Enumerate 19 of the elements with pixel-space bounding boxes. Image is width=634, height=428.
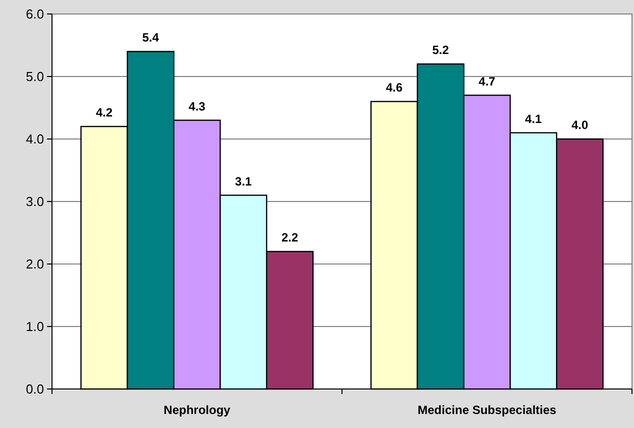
data-label: 5.4 xyxy=(142,30,160,44)
x-tick-label: Medicine Subspecialties xyxy=(418,403,557,417)
y-tick-label: 6.0 xyxy=(26,6,44,22)
y-tick-label: 0.0 xyxy=(26,382,44,397)
data-label: 2.2 xyxy=(281,230,298,244)
data-label: 4.0 xyxy=(571,118,588,132)
y-tick-label: 3.0 xyxy=(26,194,44,210)
data-label: 5.2 xyxy=(432,43,450,57)
y-tick-label: 5.0 xyxy=(26,69,44,84)
y-tick-label: 2.0 xyxy=(26,256,44,272)
y-tick-label: 4.0 xyxy=(26,132,44,147)
data-label: 4.2 xyxy=(96,106,113,120)
data-label: 4.1 xyxy=(525,112,542,126)
data-label: 4.6 xyxy=(386,80,403,94)
data-label: 3.1 xyxy=(235,174,252,188)
data-label: 4.7 xyxy=(478,74,496,88)
y-tick-label: 1.0 xyxy=(26,319,44,334)
data-label: 4.3 xyxy=(188,99,206,114)
x-tick-label: Nephrology xyxy=(164,403,231,417)
